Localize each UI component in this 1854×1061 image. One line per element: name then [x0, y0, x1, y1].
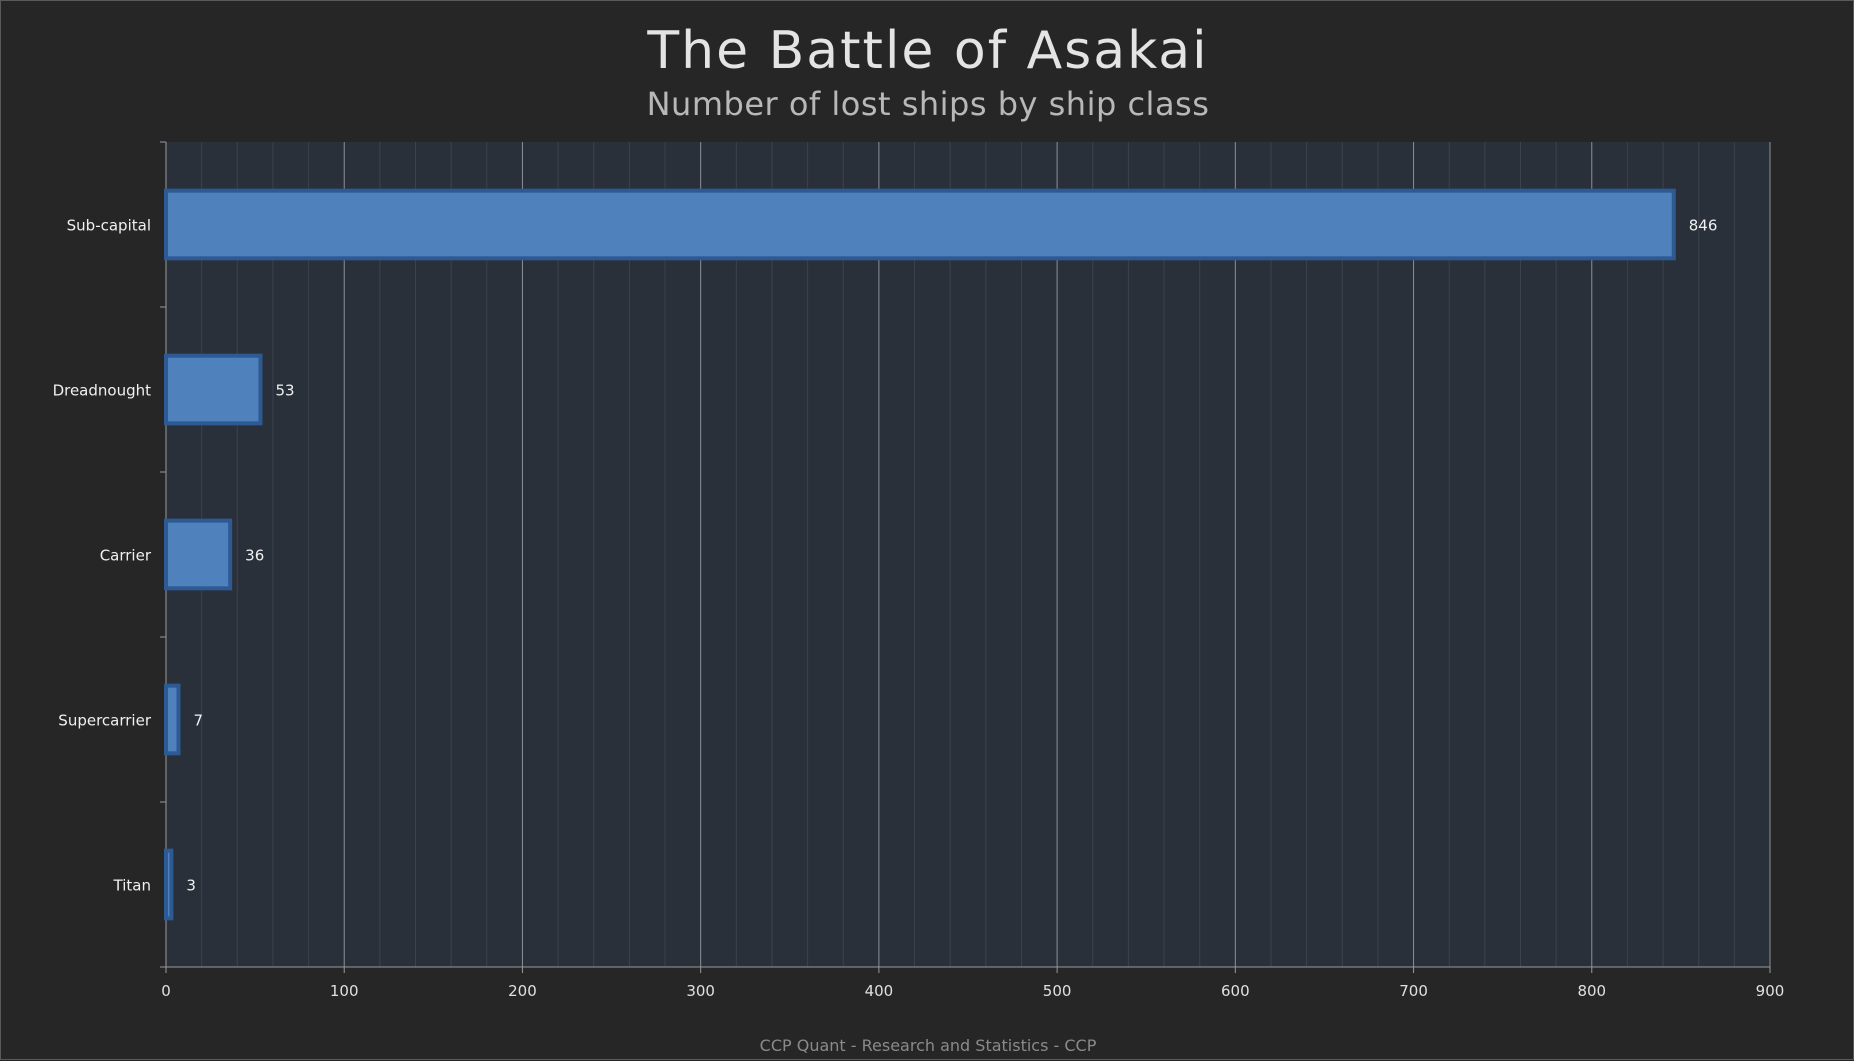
category-label: Titan [113, 877, 151, 895]
x-tick-label: 800 [1577, 982, 1606, 1000]
category-label: Dreadnought [53, 382, 152, 400]
data-label: 7 [193, 712, 203, 730]
chart-title: The Battle of Asakai [647, 21, 1209, 81]
category-label: Supercarrier [58, 712, 152, 730]
bar-supercarrier [164, 683, 181, 756]
plot-area [166, 142, 1770, 967]
x-tick-label: 900 [1756, 982, 1785, 1000]
x-tick-label: 400 [865, 982, 894, 1000]
x-tick-label: 100 [330, 982, 359, 1000]
x-tick-label: 500 [1043, 982, 1072, 1000]
data-label: 53 [275, 382, 294, 400]
chart-credit: CCP Quant - Research and Statistics - CC… [759, 1036, 1097, 1055]
bar-sub-capital [164, 188, 1676, 261]
data-label: 846 [1689, 217, 1718, 235]
x-tick-label: 600 [1221, 982, 1250, 1000]
bar-titan [164, 848, 174, 921]
category-label: Sub-capital [67, 217, 151, 235]
data-label: 3 [186, 877, 196, 895]
x-tick-label: 200 [508, 982, 537, 1000]
category-label: Carrier [100, 547, 152, 565]
x-tick-label: 300 [686, 982, 715, 1000]
bar-dreadnought [164, 353, 263, 426]
bar-carrier [164, 518, 233, 591]
x-tick-label: 700 [1399, 982, 1428, 1000]
x-tick-label: 0 [161, 982, 171, 1000]
chart-subtitle: Number of lost ships by ship class [646, 85, 1210, 123]
data-label: 36 [245, 547, 264, 565]
